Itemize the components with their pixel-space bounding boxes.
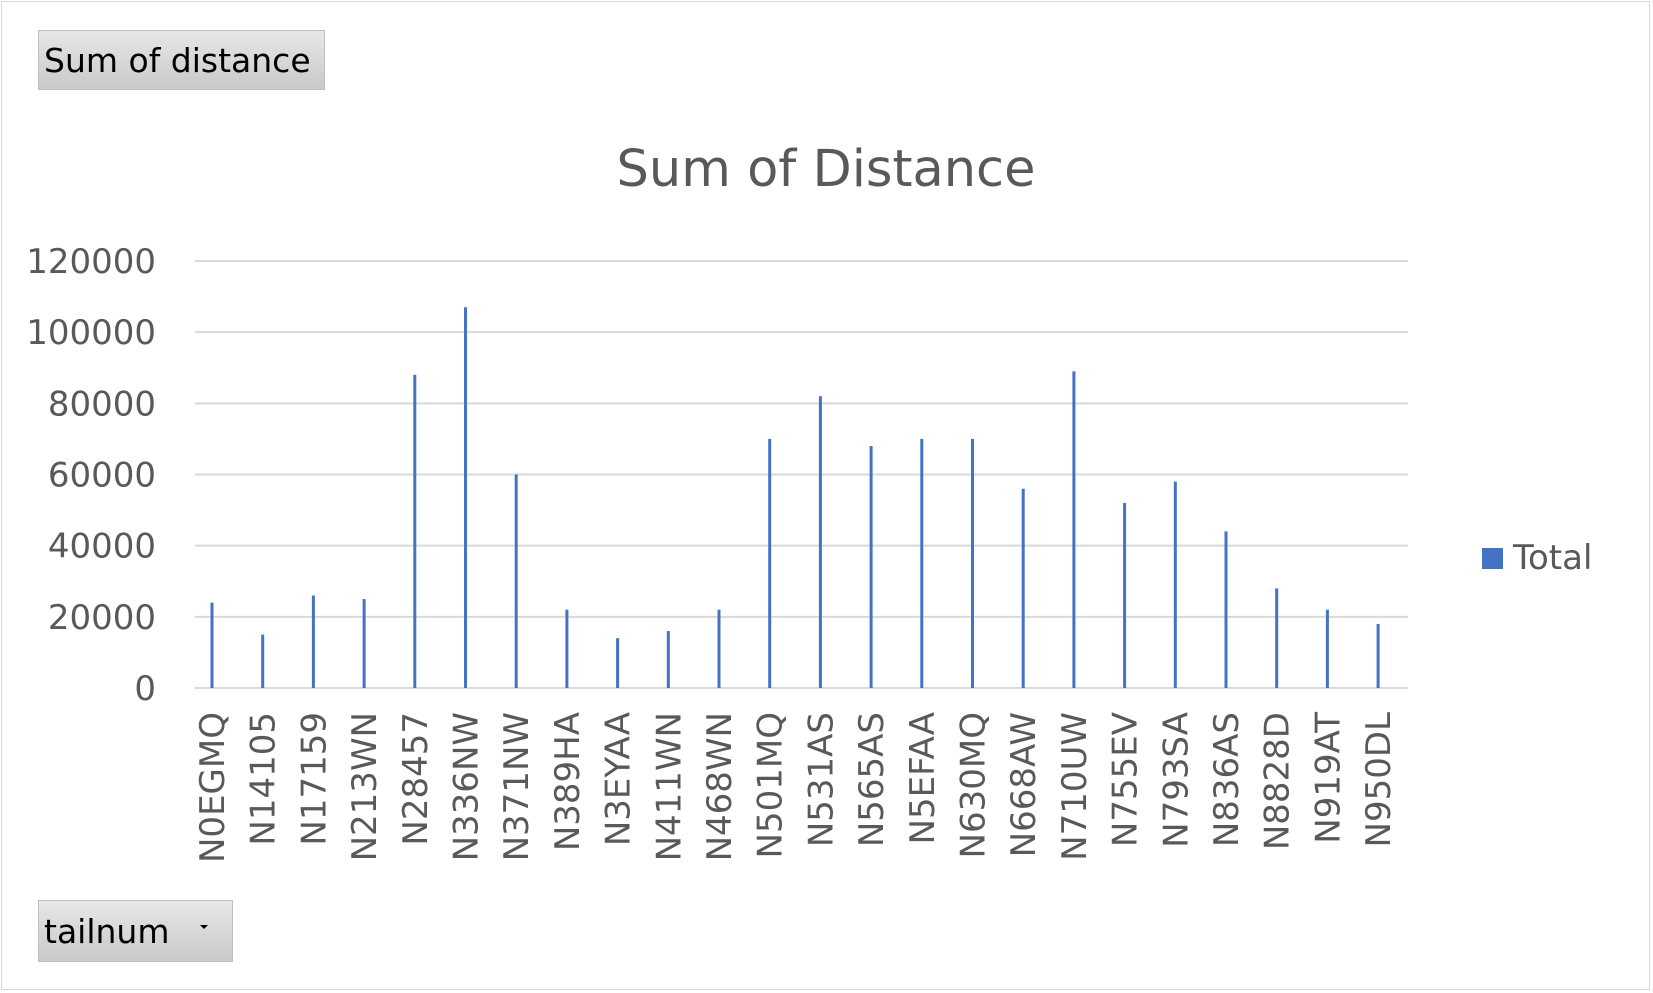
x-tick-label: N371NW xyxy=(497,712,537,861)
bar xyxy=(362,599,366,688)
x-tick-label: N531AS xyxy=(801,712,841,847)
bar xyxy=(1072,371,1076,688)
x-tick-label: N213WN xyxy=(345,712,385,861)
x-tick-label: N668AW xyxy=(1004,712,1044,857)
bar xyxy=(666,631,670,688)
y-tick-label: 20000 xyxy=(48,598,156,638)
bar xyxy=(768,438,772,688)
x-tick-label: N0EGMQ xyxy=(193,712,233,863)
x-tick-label: N836AS xyxy=(1207,712,1247,847)
x-tick-label: N950DL xyxy=(1359,712,1399,848)
y-tick-label: 40000 xyxy=(48,527,156,567)
bar xyxy=(565,609,569,688)
bar xyxy=(261,634,265,688)
tailnum-field-label: tailnum xyxy=(44,911,170,951)
legend-label-total: Total xyxy=(1512,538,1592,578)
bar xyxy=(464,307,467,688)
bar xyxy=(869,446,873,688)
legend-swatch-total xyxy=(1482,548,1503,569)
bar xyxy=(413,374,417,688)
x-tick-label: N17159 xyxy=(294,712,334,846)
chart-title: Sum of Distance xyxy=(617,140,1036,199)
tailnum-field-button[interactable]: tailnum xyxy=(38,900,233,962)
x-tick-label: N630MQ xyxy=(954,712,994,858)
x-axis-tick-labels: N0EGMQ N14105 N17159 N213WN N28457 N336NW N371… xyxy=(193,712,1399,863)
bar xyxy=(311,595,315,688)
bar xyxy=(818,396,822,688)
x-tick-label: N755EV xyxy=(1106,712,1146,847)
bar xyxy=(1123,502,1127,688)
bar xyxy=(971,438,974,688)
x-tick-label: N411WN xyxy=(649,712,689,861)
sum-of-distance-field-label: Sum of distance xyxy=(44,40,311,80)
x-tick-label: N5EFAA xyxy=(903,712,943,844)
x-tick-label: N501MQ xyxy=(751,712,791,858)
y-tick-label: 100000 xyxy=(26,313,156,353)
bar xyxy=(1021,488,1025,688)
x-tick-label: N336NW xyxy=(447,712,487,861)
bar xyxy=(1376,623,1380,688)
bar xyxy=(920,438,924,688)
x-tick-label: N919AT xyxy=(1308,712,1348,844)
bar xyxy=(1173,481,1177,688)
bar xyxy=(514,474,518,688)
y-axis-tick-labels: 0 20000 40000 60000 80000 100000 120000 xyxy=(26,242,156,709)
y-tick-label: 80000 xyxy=(48,384,156,424)
x-tick-label: N468WN xyxy=(700,712,740,861)
y-tick-label: 120000 xyxy=(26,242,156,282)
bar xyxy=(210,602,214,688)
gridlines xyxy=(195,260,1408,689)
y-tick-label: 0 xyxy=(134,669,156,709)
legend: Total xyxy=(1482,538,1592,578)
bar xyxy=(1224,531,1228,688)
bar xyxy=(1325,609,1329,688)
y-tick-label: 60000 xyxy=(48,456,156,496)
x-tick-label: N389HA xyxy=(548,712,588,851)
bar xyxy=(717,609,721,688)
sum-of-distance-field-button[interactable]: Sum of distance xyxy=(38,30,325,90)
bar xyxy=(616,638,620,688)
x-tick-label: N793SA xyxy=(1156,712,1196,848)
bar xyxy=(1275,588,1279,688)
x-tick-label: N3EYAA xyxy=(599,712,639,846)
x-tick-label: N28457 xyxy=(396,712,436,846)
x-tick-label: N710UW xyxy=(1055,712,1095,861)
x-tick-label: N8828D xyxy=(1258,712,1298,850)
x-tick-label: N565AS xyxy=(852,712,892,847)
x-tick-label: N14105 xyxy=(244,712,284,846)
dropdown-arrow-icon[interactable] xyxy=(200,925,208,929)
bars xyxy=(210,307,1380,688)
